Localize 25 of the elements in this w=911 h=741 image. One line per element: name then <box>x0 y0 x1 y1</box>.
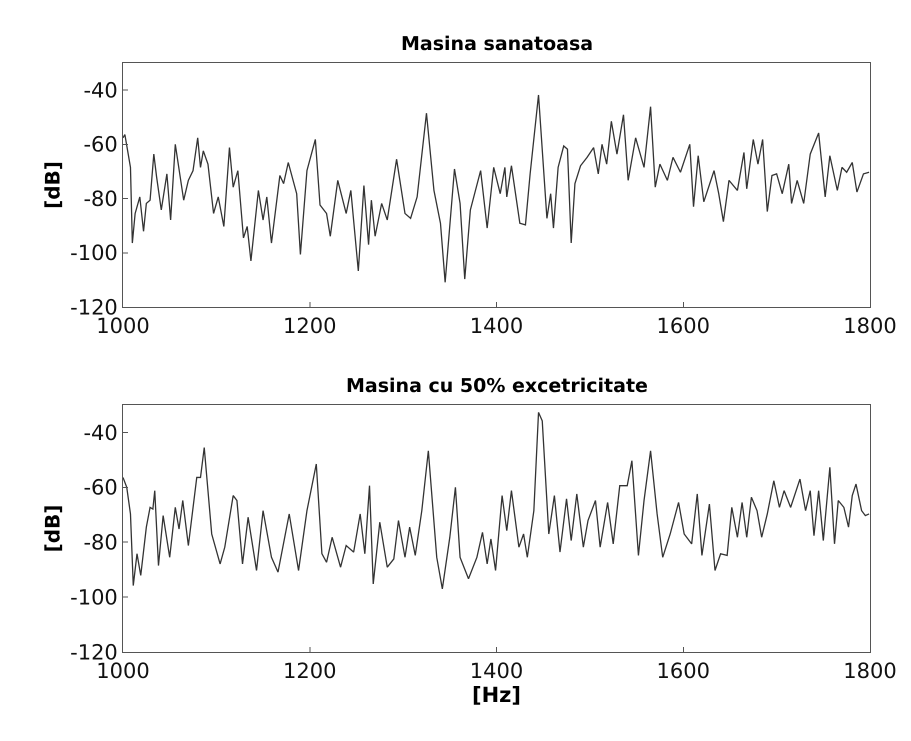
chart-title: Masina sanatoasa <box>401 33 594 55</box>
y-tick-label: -100 <box>70 585 118 610</box>
x-tick-label: 1600 <box>656 314 710 338</box>
y-tick-label: -80 <box>83 186 118 211</box>
line-series <box>123 94 870 283</box>
y-tick-label: -40 <box>83 420 118 445</box>
x-tick-label: 1400 <box>470 659 524 684</box>
y-axis-title: [dB] <box>40 161 65 209</box>
y-tick-label: -60 <box>83 132 118 157</box>
line-series <box>123 412 870 590</box>
x-tick-label: 1200 <box>283 659 336 684</box>
x-tick-label: 1800 <box>843 314 897 338</box>
y-tick-label: -40 <box>83 78 118 102</box>
x-tick-label: 1000 <box>96 659 150 684</box>
y-tick-label: -100 <box>70 241 118 266</box>
chart-title: Masina cu 50% excetricitate <box>346 375 648 397</box>
x-tick-label: 1800 <box>843 659 897 684</box>
x-tick-label: 1000 <box>96 314 150 338</box>
y-axis-title: [dB] <box>40 504 65 552</box>
y-tick-label: -80 <box>83 530 118 555</box>
y-tick-label: -60 <box>83 476 118 500</box>
x-tick-label: 1600 <box>656 659 710 684</box>
x-tick-label: 1200 <box>283 314 336 338</box>
x-tick-label: 1400 <box>470 314 524 338</box>
x-axis-title: [Hz] <box>472 683 521 708</box>
